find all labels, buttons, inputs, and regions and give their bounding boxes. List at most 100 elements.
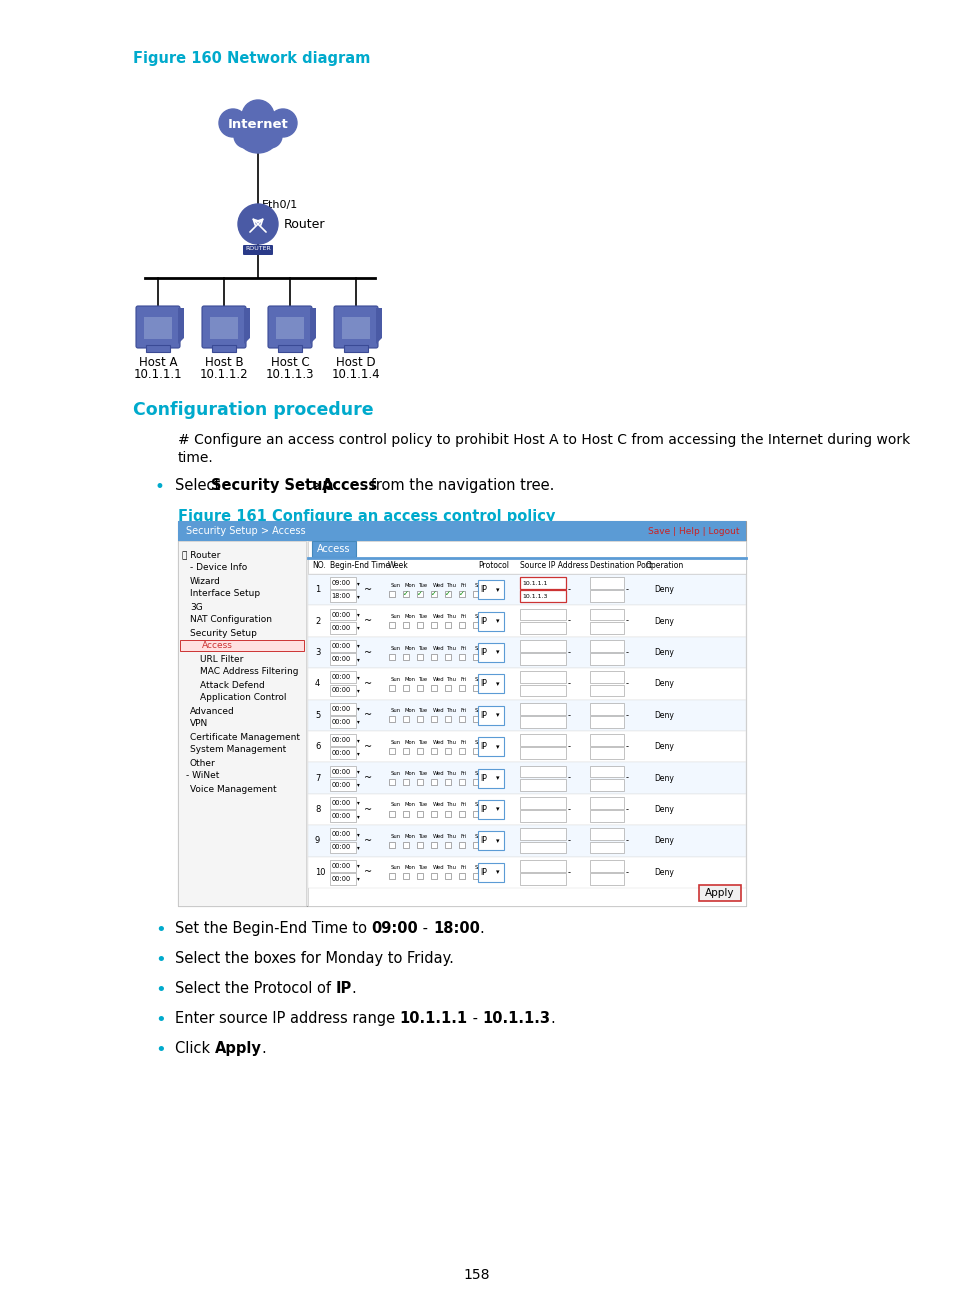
FancyBboxPatch shape bbox=[144, 318, 172, 340]
Text: ✓: ✓ bbox=[402, 591, 409, 596]
FancyBboxPatch shape bbox=[330, 810, 355, 822]
Text: ▾: ▾ bbox=[356, 876, 359, 881]
FancyBboxPatch shape bbox=[473, 591, 478, 596]
FancyBboxPatch shape bbox=[444, 653, 451, 660]
FancyBboxPatch shape bbox=[458, 810, 464, 816]
Text: .: . bbox=[479, 921, 484, 936]
FancyBboxPatch shape bbox=[389, 684, 395, 691]
FancyBboxPatch shape bbox=[519, 734, 565, 746]
Text: Fri: Fri bbox=[460, 614, 467, 619]
FancyBboxPatch shape bbox=[473, 810, 478, 816]
Text: 00:00: 00:00 bbox=[331, 876, 351, 881]
Text: ~: ~ bbox=[364, 616, 372, 626]
Text: Set the Begin-End Time to: Set the Begin-End Time to bbox=[174, 921, 372, 936]
FancyBboxPatch shape bbox=[519, 653, 565, 665]
Text: 00:00: 00:00 bbox=[331, 706, 351, 712]
Text: ~: ~ bbox=[364, 741, 372, 752]
Text: Eth0/1: Eth0/1 bbox=[262, 200, 298, 210]
Text: -: - bbox=[625, 586, 628, 594]
Text: 00:00: 00:00 bbox=[331, 643, 351, 649]
FancyBboxPatch shape bbox=[589, 577, 623, 590]
Text: 10.1.1.1: 10.1.1.1 bbox=[133, 368, 182, 381]
FancyBboxPatch shape bbox=[589, 841, 623, 854]
FancyBboxPatch shape bbox=[589, 715, 623, 728]
Text: Deny: Deny bbox=[654, 710, 673, 719]
Text: 1: 1 bbox=[314, 586, 320, 594]
Text: Thu: Thu bbox=[447, 645, 456, 651]
Text: Fri: Fri bbox=[460, 740, 467, 745]
Text: Tue: Tue bbox=[418, 645, 428, 651]
Text: 8: 8 bbox=[314, 805, 320, 814]
Text: Fri: Fri bbox=[460, 802, 467, 807]
Text: ⛯ Router: ⛯ Router bbox=[182, 551, 220, 560]
FancyBboxPatch shape bbox=[330, 748, 355, 759]
Text: Thu: Thu bbox=[447, 833, 456, 839]
FancyBboxPatch shape bbox=[178, 521, 745, 906]
Polygon shape bbox=[375, 308, 381, 343]
FancyBboxPatch shape bbox=[389, 842, 395, 848]
FancyBboxPatch shape bbox=[275, 318, 304, 340]
Text: time.: time. bbox=[178, 451, 213, 465]
FancyBboxPatch shape bbox=[519, 577, 565, 590]
Text: Sat: Sat bbox=[475, 614, 483, 619]
Text: Figure 160 Network diagram: Figure 160 Network diagram bbox=[132, 51, 370, 66]
FancyBboxPatch shape bbox=[589, 622, 623, 634]
FancyBboxPatch shape bbox=[473, 842, 478, 848]
FancyBboxPatch shape bbox=[178, 540, 306, 906]
FancyBboxPatch shape bbox=[473, 748, 478, 754]
Text: ~: ~ bbox=[364, 710, 372, 721]
Text: Tue: Tue bbox=[418, 677, 428, 682]
Text: IP: IP bbox=[479, 743, 486, 752]
Text: ✓: ✓ bbox=[458, 591, 464, 596]
Text: ▾: ▾ bbox=[356, 675, 359, 680]
FancyBboxPatch shape bbox=[202, 306, 246, 349]
Text: Deny: Deny bbox=[654, 836, 673, 845]
FancyBboxPatch shape bbox=[344, 345, 368, 353]
Text: 09:00: 09:00 bbox=[331, 581, 351, 586]
FancyBboxPatch shape bbox=[589, 702, 623, 714]
Text: ▾: ▾ bbox=[496, 713, 499, 718]
Text: Tue: Tue bbox=[418, 833, 428, 839]
FancyBboxPatch shape bbox=[308, 700, 745, 731]
Text: Sun: Sun bbox=[391, 614, 400, 619]
FancyBboxPatch shape bbox=[458, 717, 464, 722]
Text: Advanced: Advanced bbox=[190, 706, 234, 715]
FancyBboxPatch shape bbox=[589, 874, 623, 885]
Text: -: - bbox=[567, 868, 571, 877]
Text: Sun: Sun bbox=[391, 771, 400, 776]
Text: -: - bbox=[625, 617, 628, 626]
FancyBboxPatch shape bbox=[330, 640, 355, 652]
Text: 00:00: 00:00 bbox=[331, 781, 351, 788]
FancyBboxPatch shape bbox=[402, 810, 409, 816]
Text: -: - bbox=[567, 743, 571, 752]
FancyBboxPatch shape bbox=[402, 622, 409, 629]
Text: Sun: Sun bbox=[391, 583, 400, 587]
Text: IP: IP bbox=[479, 710, 486, 719]
Text: 00:00: 00:00 bbox=[331, 750, 351, 757]
FancyBboxPatch shape bbox=[431, 842, 436, 848]
Text: -: - bbox=[625, 774, 628, 783]
Text: -: - bbox=[567, 805, 571, 814]
Text: Operation: Operation bbox=[645, 561, 683, 570]
FancyBboxPatch shape bbox=[431, 591, 436, 596]
FancyBboxPatch shape bbox=[473, 622, 478, 629]
Text: Sun: Sun bbox=[391, 833, 400, 839]
Text: 18:00: 18:00 bbox=[433, 921, 479, 936]
Ellipse shape bbox=[233, 124, 257, 148]
Text: -: - bbox=[418, 921, 433, 936]
FancyBboxPatch shape bbox=[308, 826, 745, 857]
Text: 09:00: 09:00 bbox=[372, 921, 418, 936]
Text: IP: IP bbox=[479, 836, 486, 845]
Text: ▾: ▾ bbox=[356, 863, 359, 868]
FancyBboxPatch shape bbox=[389, 591, 395, 596]
FancyBboxPatch shape bbox=[519, 640, 565, 652]
Text: Fri: Fri bbox=[460, 583, 467, 587]
FancyBboxPatch shape bbox=[431, 874, 436, 879]
FancyBboxPatch shape bbox=[330, 622, 355, 634]
FancyBboxPatch shape bbox=[519, 874, 565, 885]
Text: Destination Port: Destination Port bbox=[589, 561, 652, 570]
Text: ▾: ▾ bbox=[356, 625, 359, 630]
FancyBboxPatch shape bbox=[431, 622, 436, 629]
Text: 00:00: 00:00 bbox=[331, 831, 351, 837]
Text: ▾: ▾ bbox=[356, 814, 359, 819]
